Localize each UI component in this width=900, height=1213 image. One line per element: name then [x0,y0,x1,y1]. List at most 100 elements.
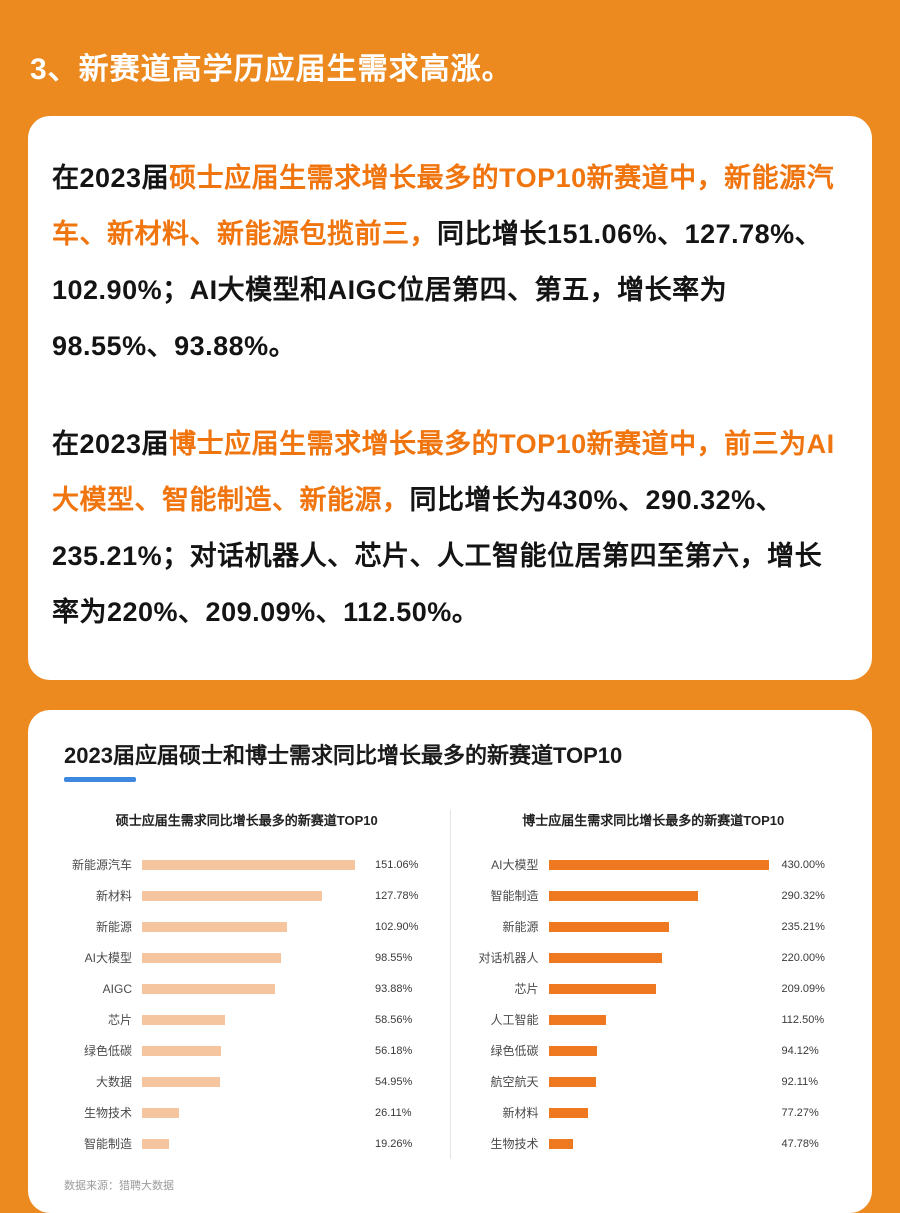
body-text: 同比增长为430%、290.32%、235.21%；对话机器人、芯片、人工智能位… [52,485,823,627]
bar-category-label: AI大模型 [84,951,132,965]
bar-row: 绿色低碳 56.18% [48,1035,446,1066]
bar-value-label: 92.11% [781,1075,819,1088]
bar-value-label: 54.95% [375,1075,413,1088]
bar-value-label: 94.12% [781,1044,819,1057]
bar [142,890,323,901]
bar-category-label: 新能源 [95,920,132,934]
bar-row: 生物技术 47.78% [455,1128,853,1159]
masters-chart-title: 硕士应届生需求同比增长最多的新赛道TOP10 [115,813,378,828]
bar [142,1107,179,1118]
bar-track [548,890,775,901]
bar-value-label: 220.00% [781,951,825,964]
bar-track [142,1014,368,1025]
bar-row: 绿色低碳 94.12% [455,1035,853,1066]
bar-value-label: 98.55% [375,951,413,964]
phd-chart-title: 博士应届生需求同比增长最多的新赛道TOP10 [522,813,785,828]
bar-row: 新材料 127.78% [48,880,446,911]
bar-row: 大数据 54.95% [48,1066,446,1097]
bar-category-label: 芯片 [107,1013,132,1027]
bar-row: 新能源 235.21% [455,911,853,942]
bar [548,1138,574,1149]
bar-track [142,921,368,932]
bar-category-label: AI大模型 [491,858,539,872]
masters-chart-rows: 新能源汽车 151.06% 新材料 127.78% 新能源 102.90% AI大模型 98.… [48,849,446,1159]
data-source: 数据来源：猎聘大数据 [64,1180,174,1192]
bar-value-label: 77.27% [781,1106,819,1119]
bar-track [142,859,368,870]
bar [548,890,698,901]
bar-track [548,921,775,932]
bar-row: AI大模型 98.55% [48,942,446,973]
chart-card: 2023届应届硕士和博士需求同比增长最多的新赛道TOP10 硕士应届生需求同比增… [28,710,872,1213]
charts-container: 硕士应届生需求同比增长最多的新赛道TOP10 新能源汽车 151.06% 新材料 12… [48,810,852,1159]
bar-value-label: 93.88% [375,982,413,995]
phd-chart-rows: AI大模型 430.00% 智能制造 290.32% 新能源 235.21% 对话机器人 22… [455,849,853,1159]
bar [548,952,662,963]
bar [142,921,288,932]
bar-row: 智能制造 290.32% [455,880,853,911]
paragraph-phd: 在2023届博士应届生需求增长最多的TOP10新赛道中，前三为AI大模型、智能制… [52,416,848,640]
bar-value-label: 209.09% [781,982,825,995]
bar [548,921,670,932]
chart-divider [449,810,451,1159]
bar-track [142,1107,368,1118]
bar [548,983,656,994]
bar-row: AI大模型 430.00% [455,849,853,880]
body-text: 在2023届 [52,163,170,193]
bar-row: 新能源 102.90% [48,911,446,942]
bar-value-label: 56.18% [375,1044,413,1057]
bar-category-label: 智能制造 [490,889,539,903]
bar-value-label: 58.56% [375,1013,413,1026]
bar-track [548,952,775,963]
chart-main-title: 2023届应届硕士和博士需求同比增长最多的新赛道TOP10 [64,743,623,768]
bar [548,1045,597,1056]
bar-row: 新材料 77.27% [455,1097,853,1128]
bar-track [548,1107,775,1118]
bar-track [548,1138,775,1149]
bar [548,1076,596,1087]
bar-category-label: 人工智能 [490,1013,539,1027]
summary-card: 在2023届硕士应届生需求增长最多的TOP10新赛道中，新能源汽车、新材料、新能… [28,116,872,680]
bar-row: 芯片 209.09% [455,973,853,1004]
body-text: 在2023届 [52,429,170,459]
bar-track [142,890,368,901]
body-text: 同比增长151.06%、127.78%、102.90%；AI大模型和AIGC位居… [52,219,823,361]
bar-category-label: 新材料 [95,889,132,903]
bar [548,1014,607,1025]
bar-row: 航空航天 92.11% [455,1066,853,1097]
bar-track [142,1045,368,1056]
bar-track [142,1138,368,1149]
bar-value-label: 235.21% [781,920,825,933]
bar-category-label: 生物技术 [490,1137,539,1151]
bar-category-label: 芯片 [514,982,539,996]
bar-category-label: 对话机器人 [478,951,539,965]
highlighted-text: 硕士应届生需求增长最多的TOP10新赛道中，新能源汽车、新材料、新能源包揽前三， [52,163,835,249]
bar-value-label: 47.78% [781,1137,819,1150]
bar-category-label: 生物技术 [83,1106,132,1120]
page-title: 3、新赛道高学历应届生需求高涨。 [30,53,513,86]
bar-value-label: 430.00% [781,858,825,871]
bar-row: 对话机器人 220.00% [455,942,853,973]
bar [142,1076,220,1087]
bar-row: 人工智能 112.50% [455,1004,853,1035]
bar-value-label: 112.50% [781,1013,825,1026]
bar [142,952,282,963]
bar-value-label: 290.32% [781,889,825,902]
bar-row: 生物技术 26.11% [48,1097,446,1128]
bar-category-label: 大数据 [95,1075,132,1089]
bar-track [142,952,368,963]
paragraph-masters: 在2023届硕士应届生需求增长最多的TOP10新赛道中，新能源汽车、新材料、新能… [52,150,848,374]
bar-category-label: 新能源汽车 [71,858,132,872]
bar-track [548,859,775,870]
bar-category-label: 航空航天 [490,1075,539,1089]
bar-row: 智能制造 19.26% [48,1128,446,1159]
bar-track [142,1076,368,1087]
bar-track [548,1014,775,1025]
bar-track [142,983,368,994]
bar-category-label: 绿色低碳 [83,1044,132,1058]
highlighted-text: 博士应届生需求增长最多的TOP10新赛道中，前三为AI大模型、智能制造、新能源， [52,429,835,515]
bar [142,1014,225,1025]
bar-row: AIGC 93.88% [48,973,446,1004]
bar-row: 芯片 58.56% [48,1004,446,1035]
